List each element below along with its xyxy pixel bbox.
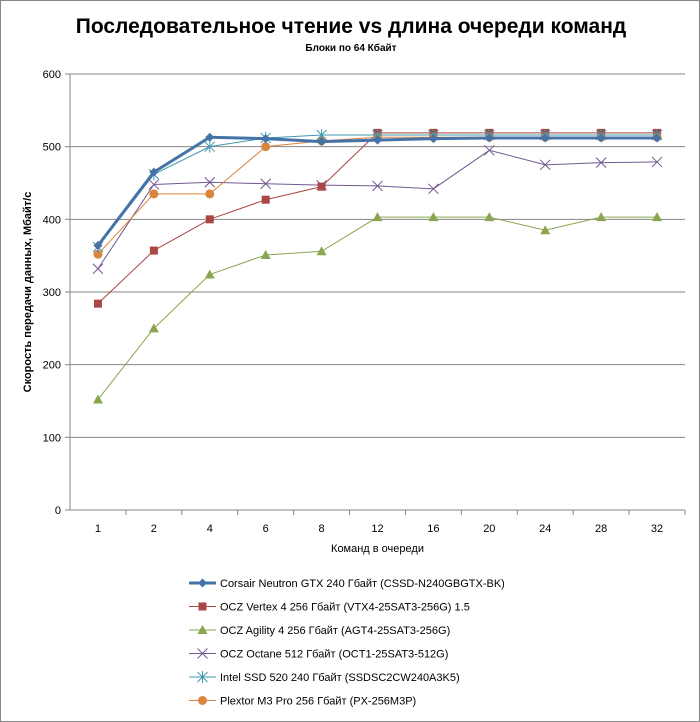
chart-subtitle: Блоки по 64 Кбайт [305, 43, 397, 54]
triangle-marker [316, 246, 327, 256]
x-tick-label: 12 [371, 523, 383, 535]
diamond-marker [205, 132, 215, 142]
x-marker [483, 144, 495, 156]
y-tick-label: 500 [43, 142, 61, 154]
series-5 [93, 132, 662, 259]
series-3 [92, 144, 663, 275]
legend-label: Corsair Neutron GTX 240 Гбайт (CSSD-N240… [220, 578, 505, 590]
series-line [97, 134, 658, 248]
legend-entry: OCZ Agility 4 256 Гбайт (AGT4-25SAT3-256… [189, 625, 450, 637]
circle-marker [198, 696, 207, 705]
square-marker [317, 182, 326, 191]
legend-entry: OCZ Vertex 4 256 Гбайт (VTX4-25SAT3-256G… [189, 602, 470, 614]
triangle-marker [204, 269, 215, 279]
square-marker [205, 215, 214, 224]
series-line [97, 149, 658, 270]
circle-marker [93, 249, 103, 259]
legend-entry: Corsair Neutron GTX 240 Гбайт (CSSD-N240… [189, 578, 505, 590]
legend-entry: Plextor M3 Pro 256 Гбайт (PX-256M3P) [189, 696, 416, 708]
square-marker [93, 299, 102, 308]
triangle-marker [148, 323, 159, 333]
series-2 [92, 212, 663, 404]
legend-label: OCZ Octane 512 Гбайт (OCT1-25SAT3-512G) [220, 649, 448, 661]
legend-entry: OCZ Octane 512 Гбайт (OCT1-25SAT3-512G) [189, 648, 448, 661]
y-tick-label: 0 [55, 505, 61, 517]
x-marker [204, 176, 216, 188]
y-tick-label: 100 [43, 432, 61, 444]
x-marker [260, 178, 272, 190]
series-4 [92, 129, 663, 253]
diamond-marker [428, 134, 438, 144]
triangle-marker [428, 212, 439, 222]
diamond-marker [596, 133, 606, 143]
triangle-marker [260, 249, 271, 259]
y-tick-label: 300 [43, 287, 61, 299]
square-marker [261, 195, 270, 204]
x-tick-label: 24 [539, 523, 551, 535]
x-axis-label: Команд в очереди [331, 543, 424, 555]
y-tick-label: 600 [43, 69, 61, 81]
y-axis-label: Скорость передачи данных, Мбайт/с [22, 192, 34, 393]
triangle-marker [652, 212, 663, 222]
x-marker [92, 263, 104, 275]
x-marker [595, 157, 607, 169]
x-tick-label: 2 [151, 523, 157, 535]
x-marker [651, 156, 663, 168]
circle-marker [149, 189, 159, 199]
x-marker [148, 179, 160, 190]
diamond-marker [484, 133, 494, 143]
y-tick-label: 400 [43, 214, 61, 226]
diamond-marker [652, 133, 662, 143]
square-marker [149, 246, 158, 255]
x-tick-label: 8 [319, 523, 325, 535]
x-tick-label: 4 [207, 523, 213, 535]
diamond-marker [93, 240, 103, 250]
circle-marker [205, 189, 215, 199]
diamond-marker [540, 133, 550, 143]
legend-label: OCZ Agility 4 256 Гбайт (AGT4-25SAT3-256… [220, 625, 450, 637]
legend-label: OCZ Vertex 4 256 Гбайт (VTX4-25SAT3-256G… [220, 602, 470, 614]
triangle-marker [484, 212, 495, 222]
series-line [96, 135, 658, 247]
diamond-marker [149, 167, 159, 177]
series-0 [93, 132, 662, 250]
x-marker [428, 183, 439, 195]
x-tick-label: 28 [595, 523, 607, 535]
circle-marker [261, 142, 271, 152]
diamond-marker [317, 137, 327, 147]
x-marker [539, 159, 551, 171]
diamond-marker [373, 135, 382, 145]
star-marker [197, 671, 208, 683]
legend-label: Plextor M3 Pro 256 Гбайт (PX-256M3P) [220, 696, 416, 708]
diamond-marker [261, 134, 271, 144]
x-tick-label: 1 [95, 523, 101, 535]
x-tick-label: 6 [263, 523, 269, 535]
star-marker [204, 140, 216, 153]
series-line [97, 216, 658, 400]
y-tick-label: 200 [43, 360, 61, 372]
diamond-marker [198, 578, 207, 588]
chart-title: Последовательное чтение vs длина очереди… [75, 15, 627, 38]
triangle-marker [92, 394, 103, 404]
triangle-marker [540, 225, 551, 235]
x-marker [197, 648, 208, 659]
triangle-marker [372, 212, 383, 222]
x-tick-label: 16 [427, 523, 439, 535]
x-marker [372, 180, 383, 192]
triangle-marker [596, 212, 607, 222]
legend-entry: Intel SSD 520 240 Гбайт (SSDSC2CW240A3K5… [189, 671, 460, 684]
x-tick-label: 32 [651, 523, 663, 535]
legend-label: Intel SSD 520 240 Гбайт (SSDSC2CW240A3K5… [220, 672, 460, 684]
triangle-marker [197, 625, 208, 634]
square-marker [198, 602, 207, 611]
x-tick-label: 20 [483, 523, 495, 535]
